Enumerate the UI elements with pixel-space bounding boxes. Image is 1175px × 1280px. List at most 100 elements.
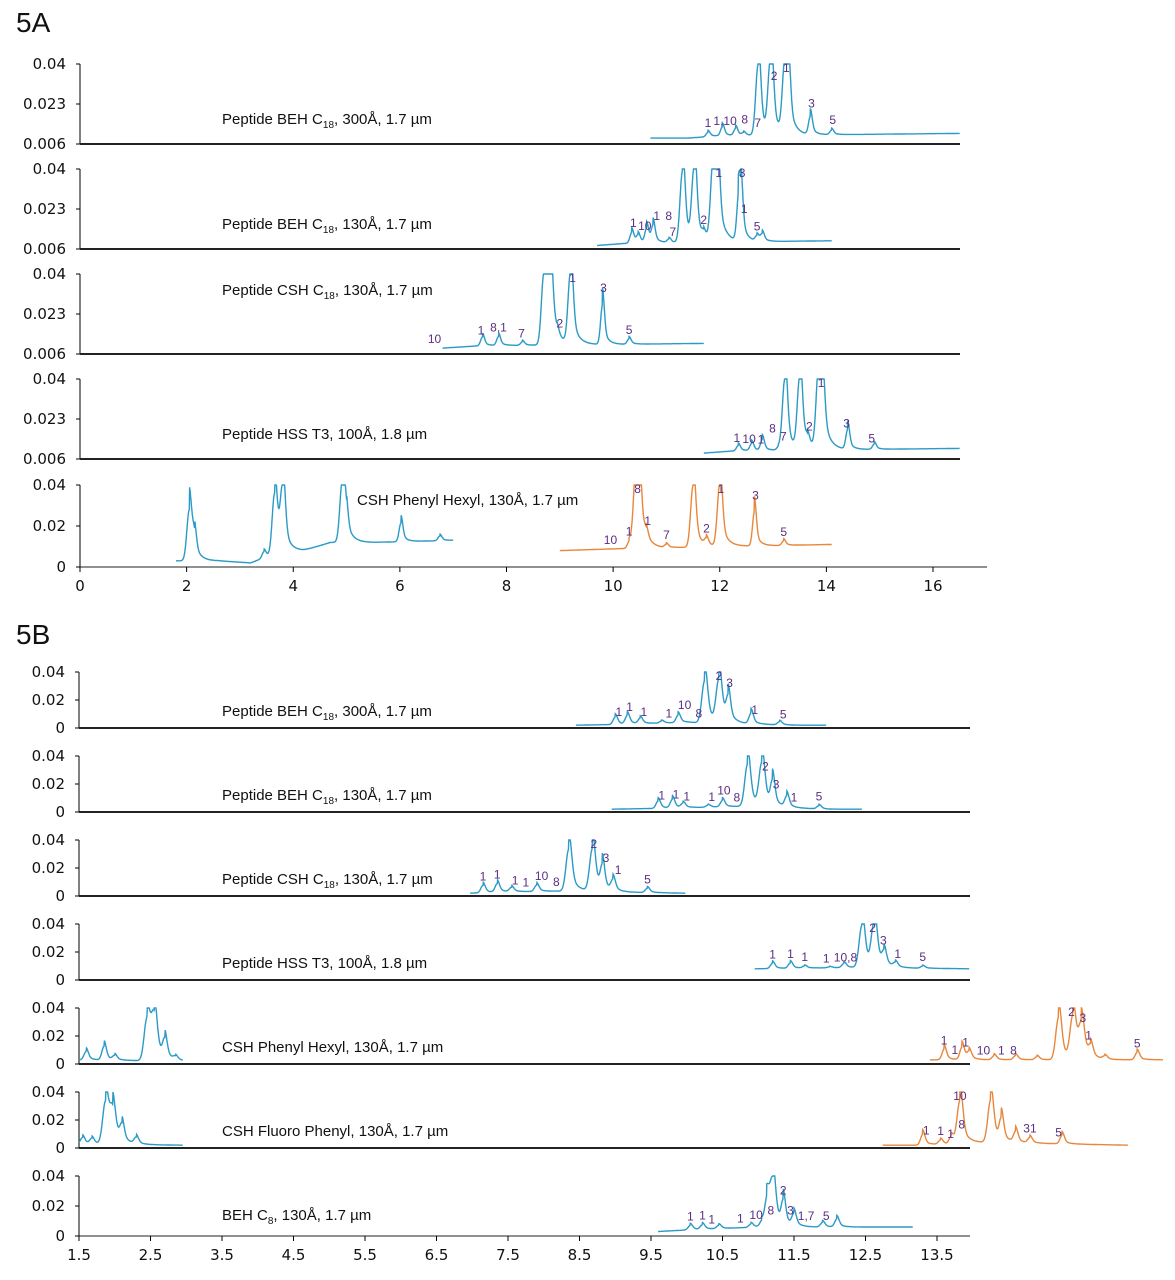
peak-label: 5 (1055, 1126, 1062, 1140)
peak-label: 1 (952, 1043, 959, 1057)
peak-label: 5 (823, 1209, 830, 1223)
peak-label: 7 (780, 429, 787, 443)
peak-label: 5 (626, 323, 633, 337)
panel-title-main: BEH C (222, 1207, 268, 1224)
panel-title-main: Peptide CSH C (222, 871, 324, 888)
peak-label: 1 (769, 947, 776, 961)
panel-title-subscript: 8 (268, 1216, 274, 1227)
peak-label: 1 (715, 166, 722, 180)
panel-title-subscript: 18 (324, 291, 336, 302)
x-tick-label: 4.5 (282, 1246, 306, 1264)
panel-title-rest: , 130Å, 1.7 µm (334, 787, 432, 804)
peak-label: 1 (1085, 1029, 1092, 1043)
panel-5a-5: 0.04 0.02 0 CSH Phenyl Hexyl, 130Å, 1.7 µm 1… (33, 476, 987, 576)
y-tick-label: 0.02 (32, 691, 65, 709)
panel-title-rest: , 130Å, 1.7 µm (273, 1207, 371, 1224)
panel-5a-4: 0.04 0.023 0.006 Peptide HSS T3, 100Å, 1.8 … (23, 370, 960, 468)
peak-label: 5 (754, 219, 761, 233)
panel-title-main: Peptide BEH C (222, 703, 323, 720)
y-tick-label: 0.02 (32, 1197, 65, 1215)
x-tick-label: 12 (710, 577, 729, 595)
y-tick-label: 0.04 (33, 55, 66, 73)
peak-label: 10 (953, 1089, 967, 1103)
peak-label: 7 (754, 116, 761, 130)
y-tick-label: 0 (55, 803, 65, 821)
panel-title: CSH Phenyl Hexyl, 130Å, 1.7 µm (222, 1039, 443, 1056)
y-tick-label: 0 (55, 971, 65, 989)
trace-orange (559, 484, 832, 552)
peak-label: 7 (518, 326, 525, 340)
peak-label: 1 (626, 524, 633, 538)
trace-blue (176, 484, 454, 564)
peak-label: 5 (780, 707, 787, 721)
panel-title-main: Peptide CSH C (222, 282, 324, 299)
panel-title-main: CSH Phenyl Hexyl, 130Å, 1.7 µm (357, 492, 578, 509)
panel-title-subscript: 18 (323, 796, 335, 807)
x-tick-label: 1.5 (67, 1246, 91, 1264)
peak-label: 1 (705, 116, 712, 130)
peak-label: 1 (683, 789, 690, 803)
x-tick-label: 2.5 (139, 1246, 163, 1264)
peak-label: 1 (962, 1036, 969, 1050)
peak-label: 1 (569, 271, 576, 285)
x-tick-label: 6.5 (425, 1246, 449, 1264)
x-tick-label: 6 (395, 577, 405, 595)
peak-label: 3 (1080, 1011, 1087, 1025)
peak-label: 5 (644, 872, 651, 886)
peak-label: 3 (739, 166, 746, 180)
trace-blue (78, 1091, 183, 1146)
y-tick-label: 0.02 (32, 1111, 65, 1129)
panel-title-rest: , 130Å, 1.7 µm (334, 216, 432, 233)
peak-label: 1 (937, 1124, 944, 1138)
peak-label: 1 (737, 1212, 744, 1226)
y-tick-label: 0.04 (33, 370, 66, 388)
panel-5a-3: 0.04 0.023 0.006 Peptide CSH C18, 130Å, 1.7… (23, 265, 960, 363)
panel-title-main: Peptide BEH C (222, 216, 323, 233)
peak-label: 5 (829, 113, 836, 127)
figure-label-5b: 5B (16, 619, 50, 650)
panel-title-main: Peptide BEH C (222, 787, 323, 804)
x-tick-label: 4 (288, 577, 298, 595)
peak-label: 1 (512, 874, 519, 888)
peak-label: 1 (758, 433, 765, 447)
peak-label: 1 (947, 1127, 954, 1141)
panel-title: CSH Fluoro Phenyl, 130Å, 1.7 µm (222, 1123, 448, 1140)
peak-label: 8 (1010, 1044, 1017, 1058)
peak-label: 1 (741, 202, 748, 216)
y-tick-label: 0 (55, 719, 65, 737)
peak-label: 8 (634, 482, 641, 496)
peak-label: 1 (615, 863, 622, 877)
panel-title: Peptide BEH C18, 130Å, 1.7 µm (222, 216, 432, 236)
peak-label: 1 (523, 875, 530, 889)
y-tick-label: 0.02 (32, 775, 65, 793)
peak-label: 2 (806, 419, 813, 433)
peak-label: 10 (742, 432, 756, 446)
y-tick-label: 0.023 (23, 95, 66, 113)
panel-title-subscript: 18 (323, 712, 335, 723)
trace-blue (470, 839, 686, 894)
peak-label: 3 (880, 934, 887, 948)
x-tick-label: 10 (604, 577, 623, 595)
peak-label: 1 (666, 707, 673, 721)
peak-label: 1 (783, 61, 790, 75)
x-tick-label: 12.5 (849, 1246, 882, 1264)
y-tick-label: 0 (55, 1055, 65, 1073)
y-tick-label: 0.02 (32, 1027, 65, 1045)
panel-title-main: CSH Phenyl Hexyl, 130Å, 1.7 µm (222, 1039, 443, 1056)
peak-label: 1 (658, 789, 665, 803)
panel-title-subscript: 18 (323, 225, 335, 236)
peak-label: 3 (726, 676, 733, 690)
peak-label: 3 (843, 416, 850, 430)
peak-label: 3 (808, 97, 815, 111)
peak-label: 2 (771, 69, 778, 83)
panel-title: Peptide CSH C18, 130Å, 1.7 µm (222, 282, 433, 302)
peak-label: 10,8 (834, 951, 858, 965)
x-tick-label: 11.5 (777, 1246, 810, 1264)
panel-title: CSH Phenyl Hexyl, 130Å, 1.7 µm (357, 492, 578, 509)
peak-label: 1 (644, 514, 651, 528)
peak-label: 2 (762, 759, 769, 773)
peak-label: 10 (638, 219, 652, 233)
